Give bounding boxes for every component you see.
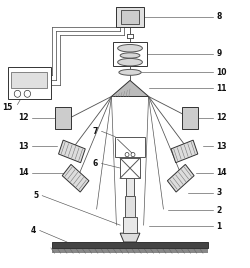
Circle shape [24, 90, 30, 97]
Text: 14: 14 [216, 168, 227, 177]
Polygon shape [112, 80, 148, 96]
Polygon shape [171, 140, 198, 163]
Text: 13: 13 [18, 142, 28, 151]
Bar [52, 248, 208, 253]
Ellipse shape [120, 53, 140, 58]
Bar [11, 72, 47, 88]
Bar [120, 158, 140, 178]
Text: 6: 6 [92, 159, 98, 168]
Text: 4: 4 [31, 226, 36, 235]
Text: 1: 1 [216, 222, 222, 231]
Polygon shape [58, 140, 85, 163]
Text: 12: 12 [18, 113, 28, 122]
Bar [126, 178, 134, 196]
Text: 2: 2 [216, 206, 222, 215]
Text: 14: 14 [18, 168, 28, 177]
Ellipse shape [118, 58, 142, 66]
Text: 15: 15 [2, 103, 12, 112]
Bar [120, 10, 140, 24]
Ellipse shape [119, 69, 141, 75]
Bar [113, 42, 147, 66]
Bar [116, 7, 144, 27]
Text: 5: 5 [33, 191, 38, 200]
Text: 10: 10 [216, 68, 227, 77]
Text: 11: 11 [216, 84, 227, 93]
Bar [124, 196, 136, 217]
Circle shape [14, 90, 21, 97]
Polygon shape [120, 233, 140, 242]
Bar [115, 137, 145, 157]
Text: 9: 9 [216, 49, 222, 58]
Text: 7: 7 [92, 127, 98, 136]
Bar [123, 217, 137, 233]
Bar [52, 242, 208, 248]
Text: 12: 12 [216, 113, 227, 122]
Bar [182, 107, 198, 129]
Circle shape [125, 152, 129, 157]
Text: 13: 13 [216, 142, 227, 151]
Polygon shape [62, 164, 89, 192]
Text: 3: 3 [216, 188, 222, 198]
Circle shape [131, 152, 135, 157]
Text: 8: 8 [216, 12, 222, 21]
Bar [54, 107, 71, 129]
Ellipse shape [118, 44, 142, 52]
Bar [8, 67, 51, 99]
Polygon shape [167, 164, 194, 192]
